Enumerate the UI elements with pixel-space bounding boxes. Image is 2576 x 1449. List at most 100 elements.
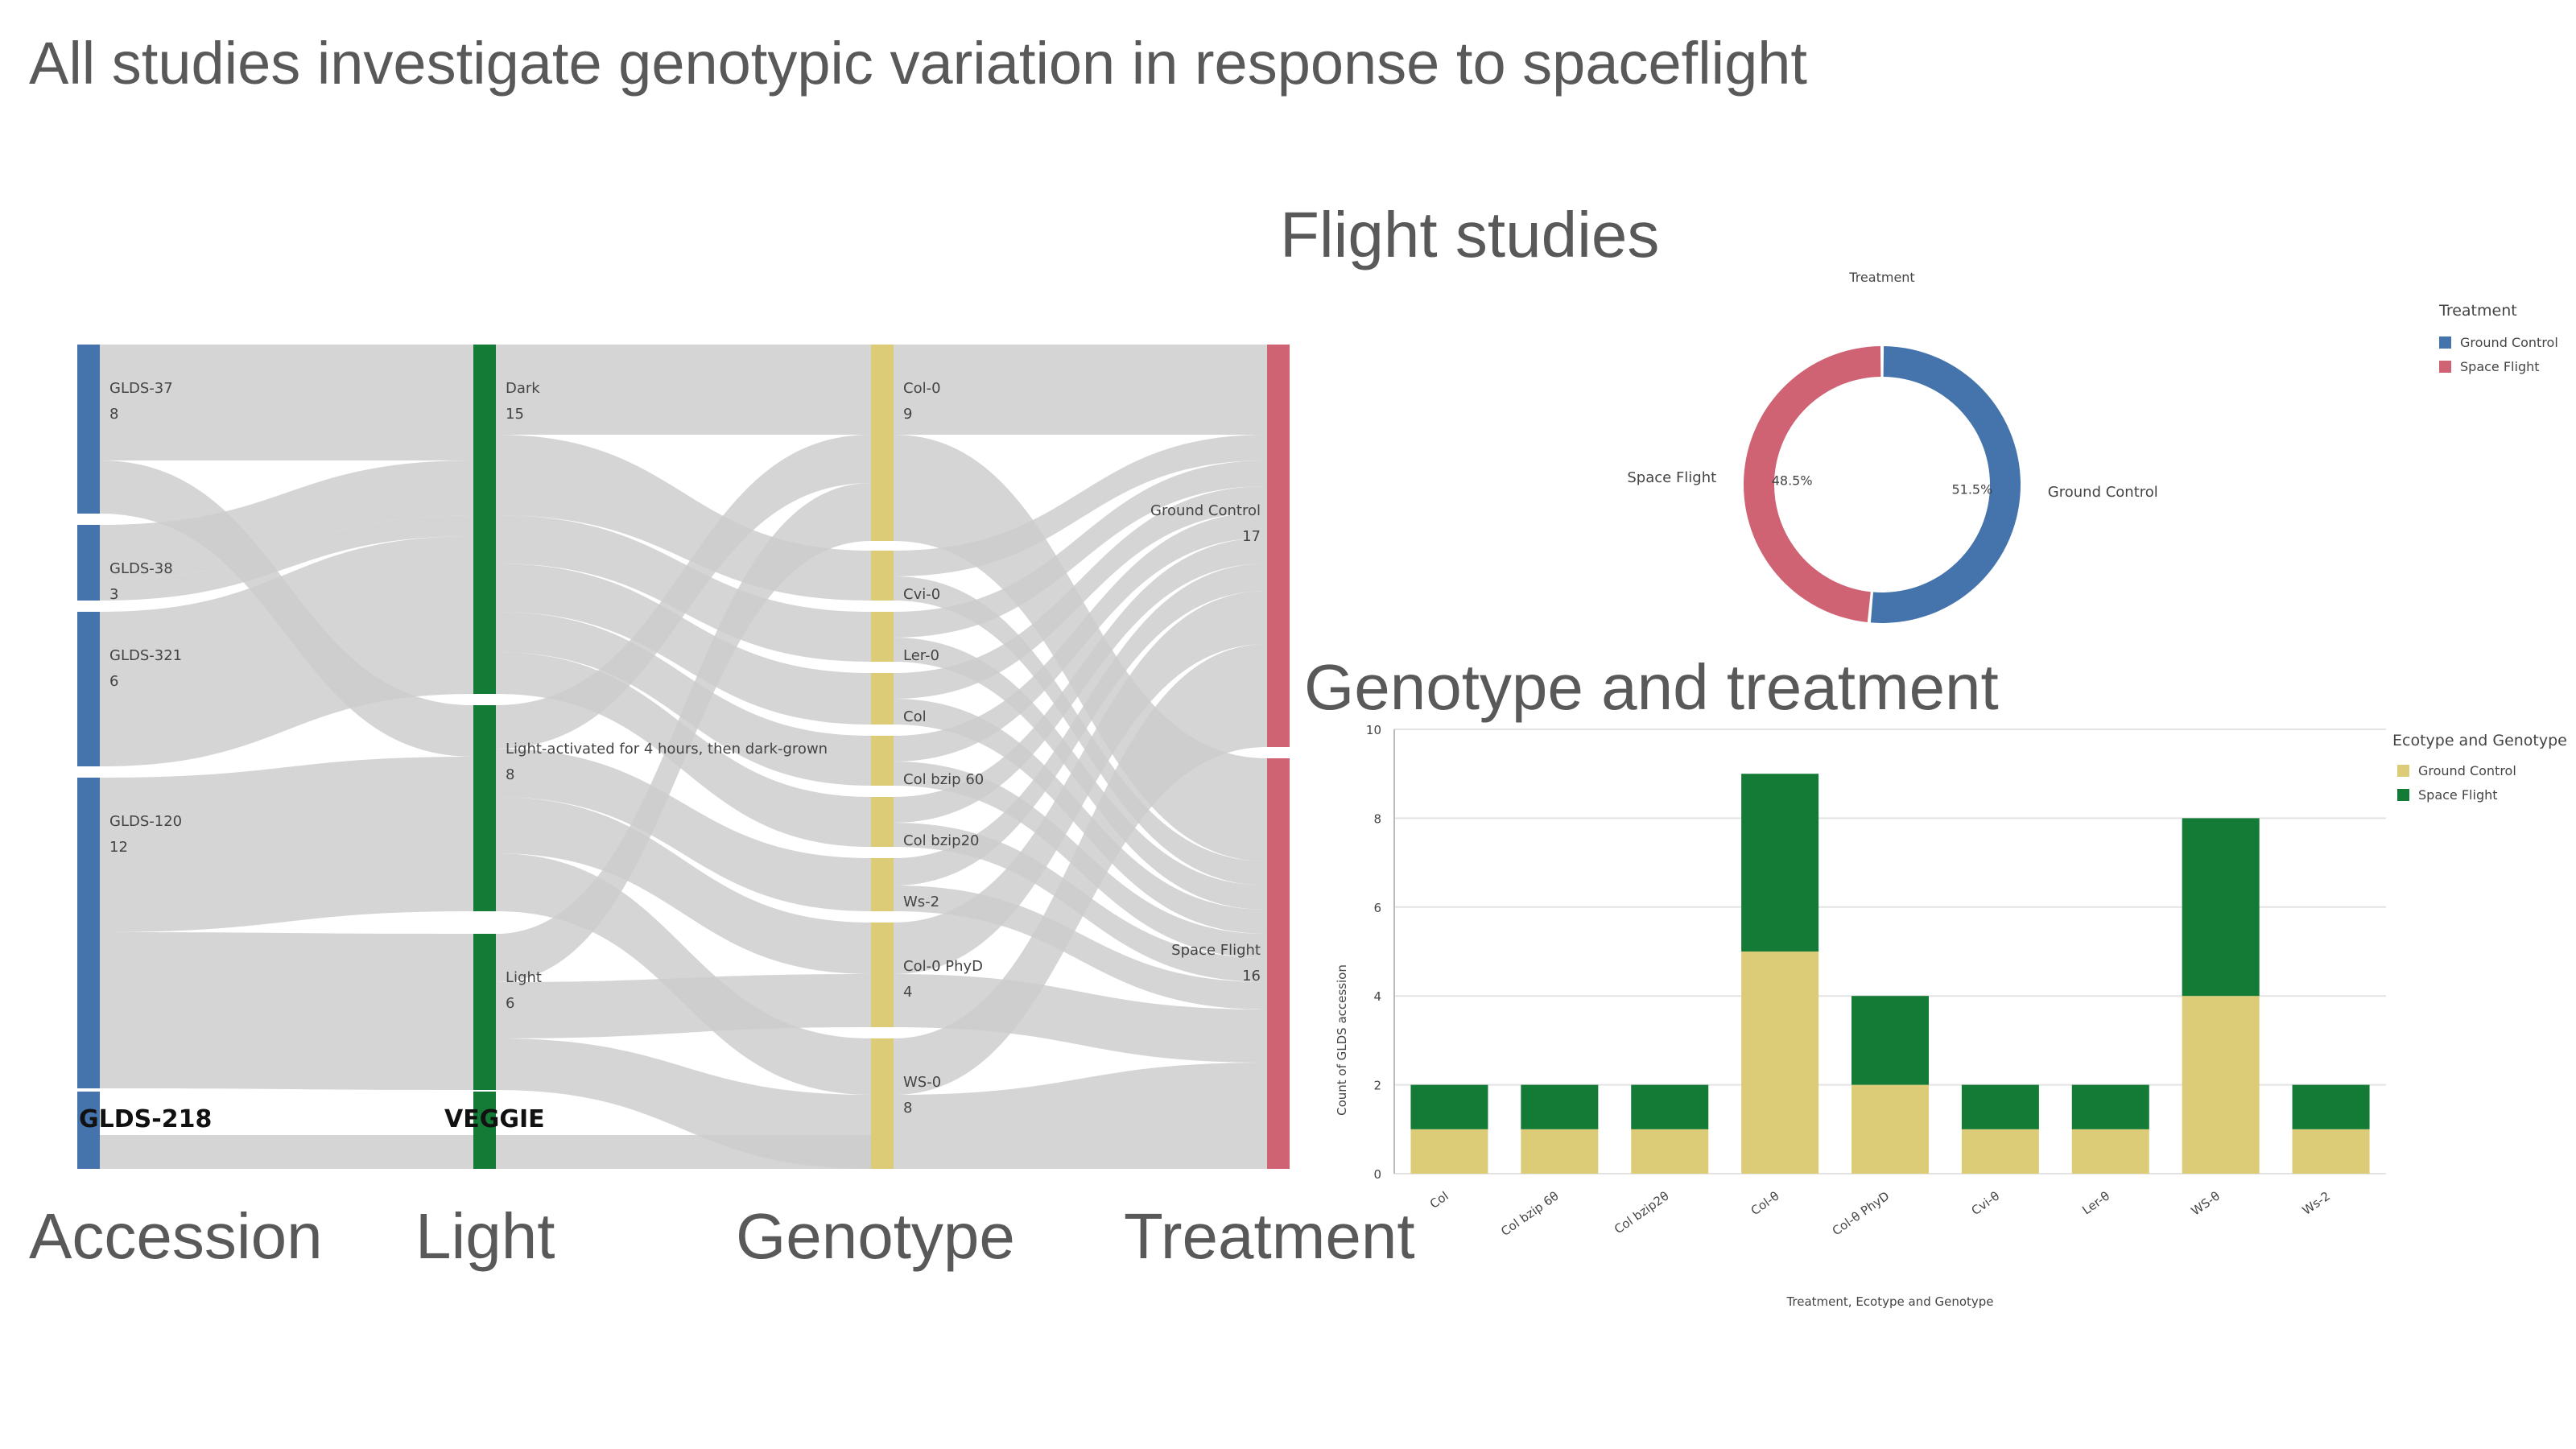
sankey-flow xyxy=(894,486,1267,699)
bar-4-series-0 xyxy=(1852,1084,1929,1174)
sankey-node-value: 8 xyxy=(903,1100,912,1117)
sankey-flow xyxy=(100,1135,473,1169)
donut-slice-value-label: 48.5% xyxy=(1772,473,1813,489)
sankey-node-label: Light xyxy=(506,969,542,986)
bar-xtick-label: Cvi-θ xyxy=(1969,1189,2003,1219)
sankey-node-value: 15 xyxy=(506,406,524,423)
sankey-node-label: Col bzip 60 xyxy=(903,771,984,788)
bar-ytick-label: 8 xyxy=(1373,811,1381,826)
sankey-node-label: Col-0 PhyD xyxy=(903,958,983,975)
sankey-node-label: Cvi-0 xyxy=(903,586,940,603)
bar-ytick-label: 6 xyxy=(1373,901,1381,915)
sankey-flow xyxy=(894,460,1267,638)
donut-legend-swatch xyxy=(2439,336,2451,349)
donut-slice-label: Ground Control xyxy=(2048,484,2158,501)
bar-2-series-0 xyxy=(1631,1129,1709,1174)
sankey-node-0-2 xyxy=(77,612,100,766)
sankey-node-value: 8 xyxy=(109,406,118,423)
sankey-flow xyxy=(496,974,871,1038)
sankey-node-0-4 xyxy=(77,1092,100,1169)
sankey-node-0-3 xyxy=(77,778,100,1088)
bar-xtick-label: Col-θ PhyD xyxy=(1830,1189,1893,1239)
sankey-flow xyxy=(894,1063,1267,1169)
sankey-node-value: 12 xyxy=(109,839,128,856)
bar-ytick-label: 2 xyxy=(1373,1079,1381,1093)
page-title: All studies investigate genotypic variat… xyxy=(29,30,1807,97)
bar-y-axis-label: Count of GLDS accession xyxy=(1335,964,1349,1116)
sankey-flow xyxy=(100,536,473,766)
donut-slice-0 xyxy=(1870,346,2021,623)
sankey-column-accession-label: Accession xyxy=(29,1200,323,1272)
sankey-node-value: 3 xyxy=(109,586,118,603)
sankey-flow xyxy=(894,538,1267,823)
donut-slice-value-label: 51.5% xyxy=(1951,481,1992,497)
bar-1-series-0 xyxy=(1521,1129,1599,1174)
sankey-node-label: GLDS-218 xyxy=(79,1105,212,1133)
bar-8-series-0 xyxy=(2292,1129,2370,1174)
sankey-column-light-label: Light xyxy=(415,1200,555,1272)
sankey-flow xyxy=(100,515,473,601)
sankey-flow xyxy=(894,699,1267,934)
bar-1-series-1 xyxy=(1521,1084,1599,1129)
sankey-node-value: 17 xyxy=(1242,528,1261,545)
sankey-node-2-0 xyxy=(871,345,894,541)
sankey-column-treatment-label: Treatment xyxy=(1124,1200,1415,1272)
bar-2-series-1 xyxy=(1631,1084,1709,1129)
sankey-node-value: 6 xyxy=(109,673,118,690)
sankey-node-1-2 xyxy=(473,934,496,1090)
sankey-node-value: 8 xyxy=(506,766,514,783)
bar-8-series-1 xyxy=(2292,1084,2370,1129)
donut-title: Treatment xyxy=(1848,270,1914,285)
sankey-node-value: 9 xyxy=(903,406,912,423)
donut-legend-label: Space Flight xyxy=(2460,359,2540,374)
sankey-node-1-0 xyxy=(473,345,496,694)
bar-0-series-1 xyxy=(1410,1084,1488,1129)
sankey-flow xyxy=(100,460,473,580)
sankey-node-1-3 xyxy=(473,1092,496,1169)
sankey-node-2-5 xyxy=(871,797,894,847)
sankey-node-2-7 xyxy=(871,923,894,1027)
sankey-flows xyxy=(100,345,1267,1169)
sankey-node-label: Col xyxy=(903,708,927,725)
donut-legend-title: Treatment xyxy=(2438,302,2517,320)
donut-slice-1 xyxy=(1744,346,1881,623)
sankey-node-label: GLDS-120 xyxy=(109,813,182,830)
sankey-node-label: GLDS-321 xyxy=(109,647,182,664)
bar-0-series-0 xyxy=(1410,1129,1488,1174)
sankey-node-label: VEGGIE xyxy=(444,1105,545,1133)
sankey-flow xyxy=(894,435,1267,576)
bar-xtick-label: Ws-2 xyxy=(2300,1189,2333,1218)
bar-6-series-0 xyxy=(2071,1129,2149,1174)
sankey-flow xyxy=(496,435,871,749)
sankey-flow xyxy=(100,932,473,1090)
sankey-column-genotype-label: Genotype xyxy=(736,1200,1015,1272)
bar-3-series-1 xyxy=(1741,774,1819,952)
donut-slice-label: Space Flight xyxy=(1627,469,1716,486)
sankey-node-label: Ws-2 xyxy=(903,894,939,910)
bar-xtick-label: WS-θ xyxy=(2189,1189,2223,1219)
bar-legend-title: Ecotype and Genotype xyxy=(2392,732,2567,749)
bar-xtick-label: Ler-θ xyxy=(2079,1189,2112,1218)
sankey-node-0-1 xyxy=(77,525,100,601)
bar-x-axis-label: Treatment, Ecotype and Genotype xyxy=(1785,1294,1993,1309)
sankey-flow xyxy=(894,644,1267,1095)
sankey-flow xyxy=(496,612,871,786)
sankey-node-value: 6 xyxy=(506,995,514,1012)
bar-7-series-0 xyxy=(2182,996,2260,1174)
sankey-chart: GLDS-37 8 GLDS-38 3 GLDS-321 6 GLDS-120 12 GLDS-… xyxy=(77,345,1290,1169)
sankey-node-label: Space Flight xyxy=(1171,942,1261,959)
bar-7-series-1 xyxy=(2182,818,2260,997)
sankey-flow xyxy=(894,512,1267,762)
bar-ytick-label: 0 xyxy=(1373,1167,1381,1182)
sankey-flow xyxy=(496,483,871,982)
sankey-node-2-8 xyxy=(871,1038,894,1169)
bar-6-series-1 xyxy=(2071,1084,2149,1129)
bar-legend-swatch xyxy=(2397,789,2409,801)
sankey-flow xyxy=(100,345,473,460)
sankey-node-2-1 xyxy=(871,551,894,601)
bar-legend-label: Space Flight xyxy=(2418,787,2498,803)
sankey-flow xyxy=(496,1135,871,1169)
sankey-flow xyxy=(894,591,1267,974)
donut-legend-label: Ground Control xyxy=(2460,335,2558,350)
sankey-node-3-1 xyxy=(1267,758,1290,1169)
